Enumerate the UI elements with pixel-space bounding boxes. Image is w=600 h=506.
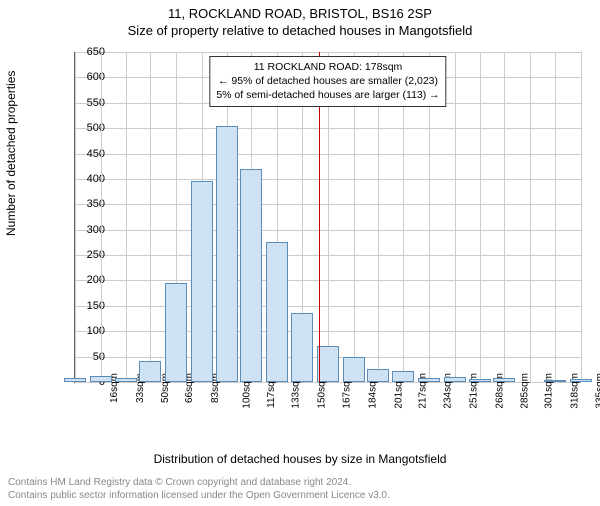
plot-region: 0501001502002503003504004505005506006501… — [74, 52, 581, 383]
histogram-bar — [493, 378, 515, 382]
annot-line-1: 11 ROCKLAND ROAD: 178sqm — [216, 60, 439, 74]
x-tick-label: 301sqm — [544, 373, 555, 409]
histogram-bar — [139, 361, 161, 382]
gridline-v — [101, 52, 102, 382]
footnote-line-2: Contains public sector information licen… — [8, 489, 390, 502]
histogram-bar — [240, 169, 262, 382]
histogram-bar — [544, 380, 566, 382]
footnote-line-1: Contains HM Land Registry data © Crown c… — [8, 476, 390, 489]
histogram-bar — [90, 376, 112, 382]
histogram-bar — [115, 378, 137, 382]
annot-line-3: 5% of semi-detached houses are larger (1… — [216, 88, 439, 102]
gridline-v — [504, 52, 505, 382]
annot-line-2: ← 95% of detached houses are smaller (2,… — [216, 74, 439, 88]
gridline-v — [455, 52, 456, 382]
gridline-v — [126, 52, 127, 382]
gridline-v — [150, 52, 151, 382]
histogram-bar — [266, 242, 288, 382]
histogram-bar — [343, 357, 365, 382]
histogram-bar — [469, 379, 491, 382]
page-title-line2: Size of property relative to detached ho… — [0, 23, 600, 38]
histogram-bar — [216, 126, 238, 382]
gridline-v — [581, 52, 582, 382]
histogram-bar — [191, 181, 213, 382]
histogram-bar — [392, 371, 414, 382]
histogram-bar — [444, 377, 466, 382]
reference-annotation: 11 ROCKLAND ROAD: 178sqm ← 95% of detach… — [209, 56, 446, 107]
histogram-bar — [165, 283, 187, 382]
y-axis-label: Number of detached properties — [4, 71, 18, 236]
histogram-bar — [367, 369, 389, 382]
footnote: Contains HM Land Registry data © Crown c… — [8, 476, 390, 502]
x-tick-label: 335sqm — [595, 373, 600, 409]
histogram-bar — [291, 313, 313, 382]
x-axis-label: Distribution of detached houses by size … — [0, 452, 600, 466]
chart-area: 0501001502002503003504004505005506006501… — [40, 52, 580, 432]
gridline-v — [530, 52, 531, 382]
histogram-bar — [570, 379, 592, 382]
gridline-v — [555, 52, 556, 382]
page-title-line1: 11, ROCKLAND ROAD, BRISTOL, BS16 2SP — [0, 6, 600, 21]
histogram-bar — [64, 378, 86, 382]
gridline-v — [75, 52, 76, 382]
histogram-bar — [317, 346, 339, 382]
gridline-v — [480, 52, 481, 382]
histogram-bar — [418, 378, 440, 382]
